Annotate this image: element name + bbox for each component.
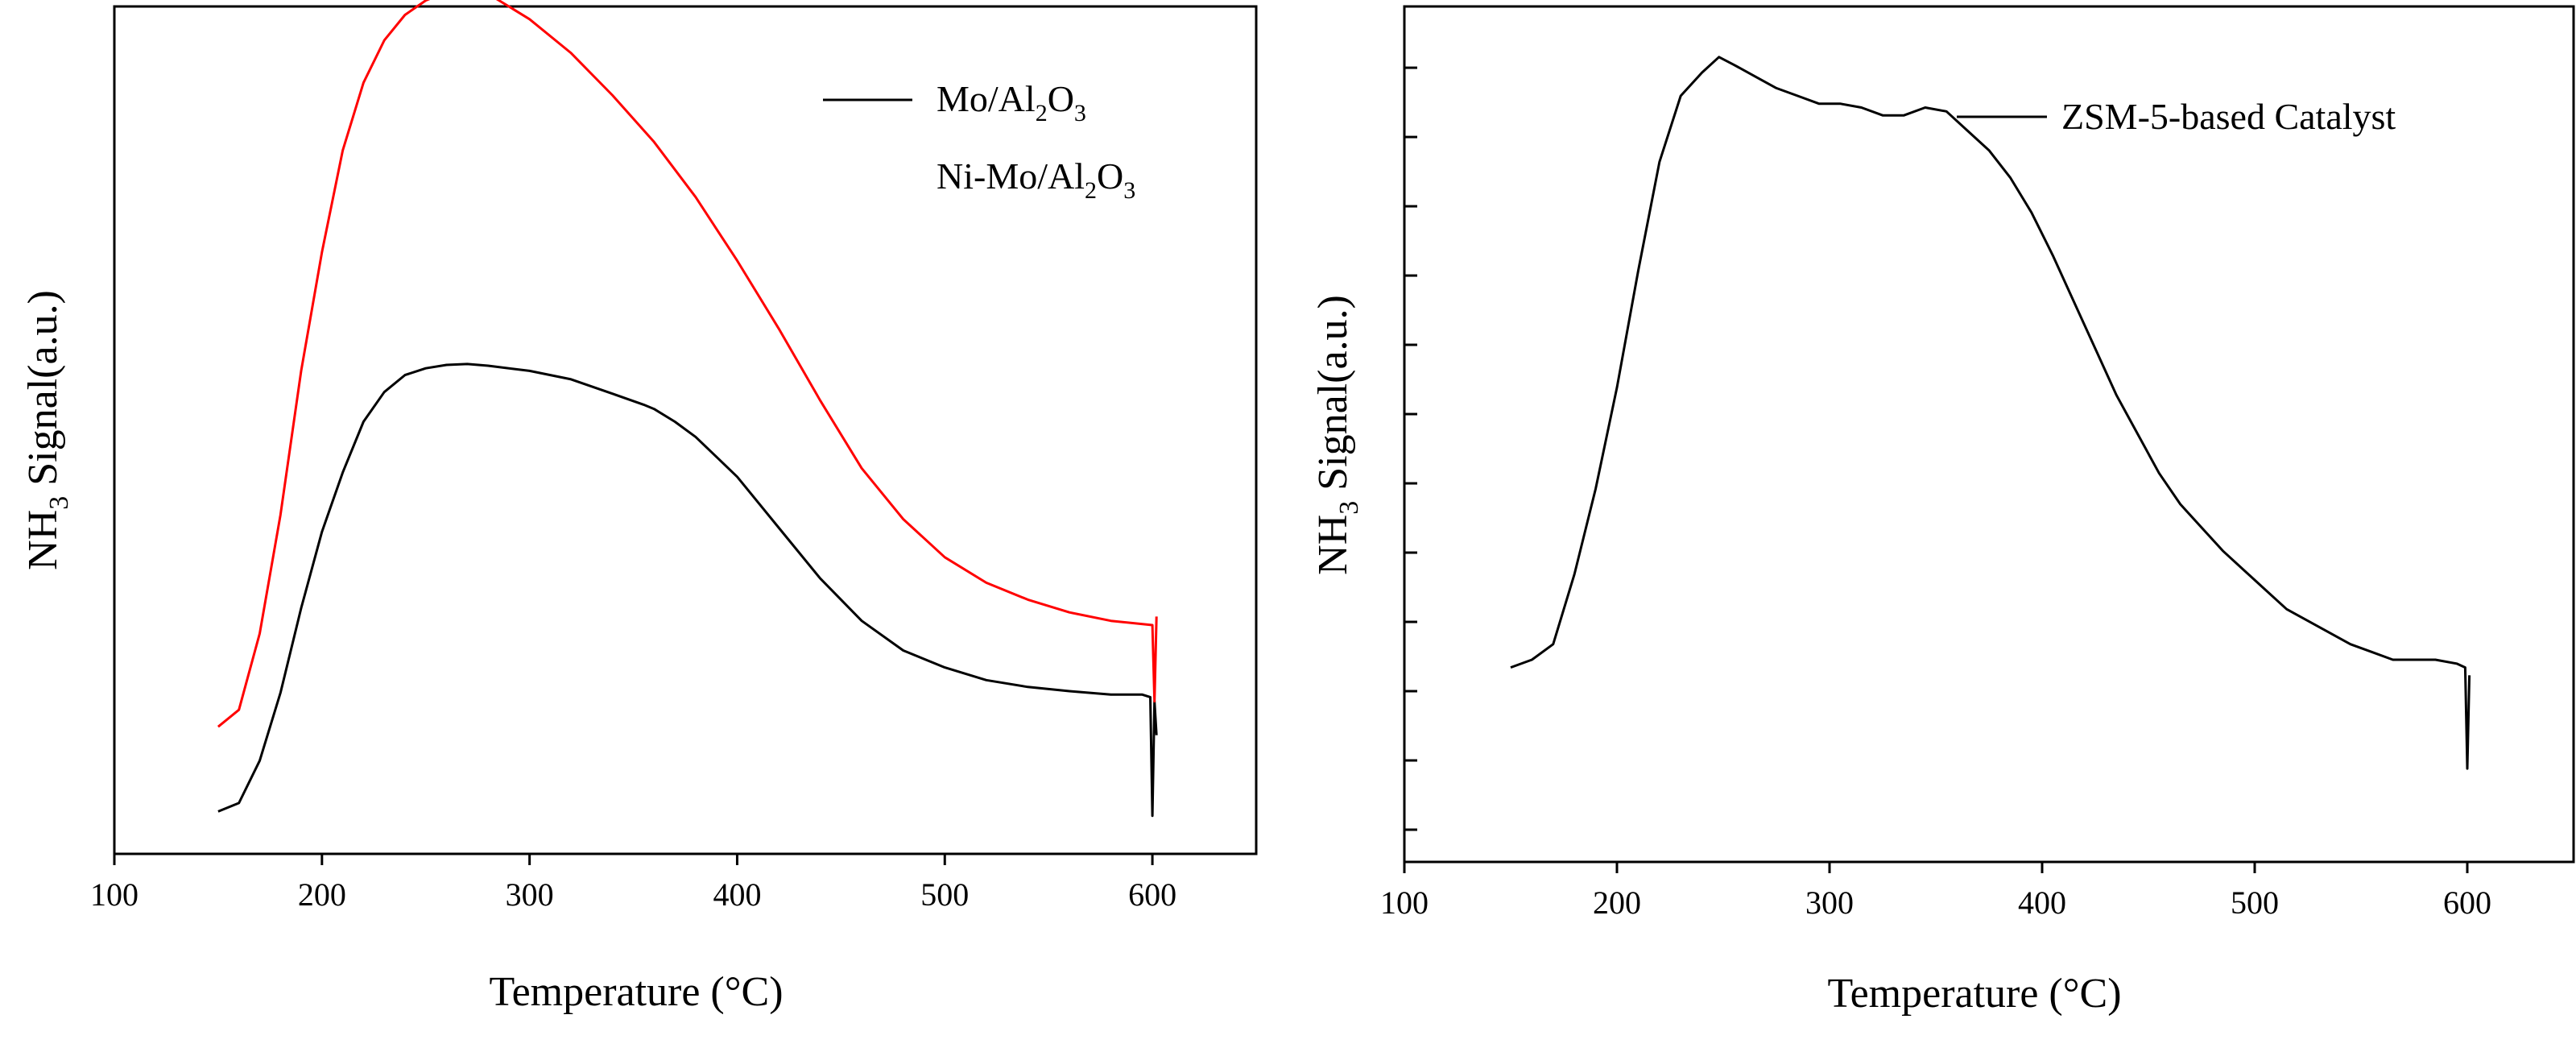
- left-x-tick-label: 400: [713, 876, 761, 913]
- left-x-ticks: 100 200 300 400 500 600: [90, 854, 1176, 913]
- legend-label-ni-mo-al2o3: Ni-Mo/Al2O3: [937, 155, 1135, 204]
- right-x-tick-label: 100: [1380, 884, 1429, 921]
- left-x-tick-label: 100: [90, 876, 139, 913]
- right-plot-frame: [1403, 5, 2575, 864]
- right-x-tick-label: 600: [2443, 884, 2491, 921]
- left-x-tick-label: 200: [298, 876, 346, 913]
- left-chart: 100 200 300 400 500 600 Mo/Al2O3 Ni-Mo/Al2O3 …: [20, 0, 1258, 1015]
- left-y-axis-title: NH3 Signal(a.u.): [20, 290, 74, 570]
- right-series-line-0: [1510, 56, 2471, 770]
- right-x-tick-label: 400: [2018, 884, 2066, 921]
- left-series-line-1: [217, 0, 1158, 728]
- right-legend: ZSM-5-based Catalyst: [1957, 96, 2396, 137]
- left-series-group: [217, 0, 1158, 818]
- left-series-line-0: [217, 362, 1158, 818]
- legend-label-mo-al2o3: Mo/Al2O3: [937, 78, 1086, 126]
- right-x-tick-label: 500: [2231, 884, 2279, 921]
- right-x-axis-title: Temperature (°C): [1827, 971, 2121, 1017]
- right-x-tick-label: 200: [1593, 884, 1641, 921]
- left-x-axis-title: Temperature (°C): [489, 969, 783, 1015]
- left-x-tick-label: 500: [920, 876, 969, 913]
- right-x-tick-label: 300: [1805, 884, 1854, 921]
- left-x-tick-label: 300: [506, 876, 554, 913]
- right-x-ticks: 100 200 300 400 500 600: [1380, 862, 2491, 921]
- right-series-group: [1510, 56, 2471, 770]
- left-plot-frame: [113, 5, 1258, 855]
- right-y-ticks: [1404, 66, 1417, 831]
- legend-label-zsm5: ZSM-5-based Catalyst: [2061, 96, 2396, 137]
- right-y-axis-title: NH3 Signal(a.u.): [1310, 295, 1364, 575]
- left-x-tick-label: 600: [1128, 876, 1176, 913]
- left-legend: Mo/Al2O3 Ni-Mo/Al2O3: [823, 78, 1135, 204]
- right-chart: 100 200 300 400 500 600 ZSM-5-based Catalyst …: [1310, 5, 2575, 1017]
